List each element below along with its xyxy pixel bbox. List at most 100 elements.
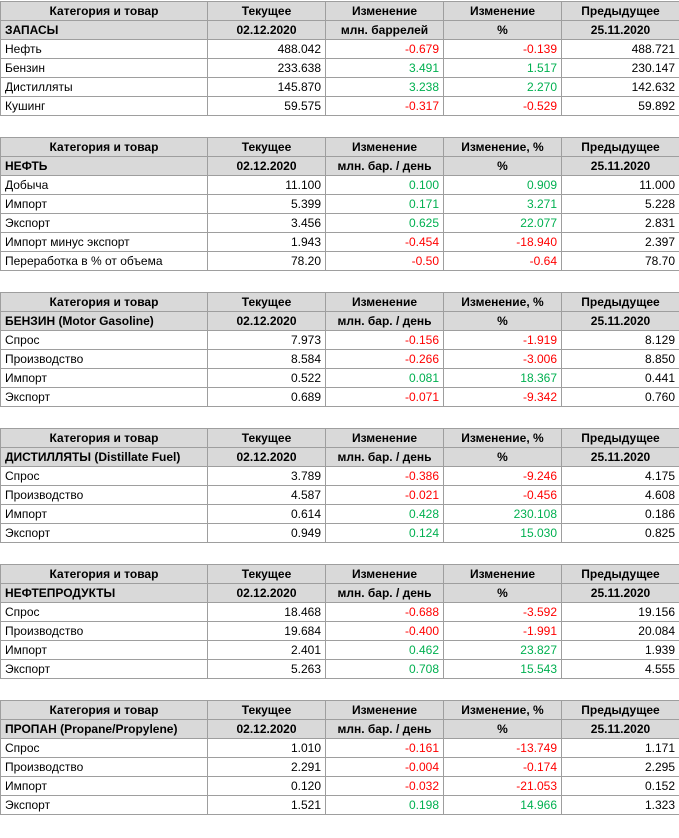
table-row: Экспорт 1.521 0.198 14.966 1.323 (0, 795, 679, 815)
column-header: Предыдущее (561, 428, 679, 448)
section-title: БЕНЗИН (Motor Gasoline) (0, 311, 208, 331)
table-row: Добыча 11.100 0.100 0.909 11.000 (0, 175, 679, 195)
table-row: Спрос 3.789 -0.386 -9.246 4.175 (0, 466, 679, 486)
row-label: Производство (0, 757, 208, 777)
column-header: Текущее (207, 700, 326, 720)
unit-label: % (443, 156, 562, 176)
previous-value: 4.175 (561, 466, 679, 486)
column-header: Изменение (325, 564, 444, 584)
row-label: Производство (0, 485, 208, 505)
change-pct-value: 1.517 (443, 58, 562, 78)
section-units-row: ЗАПАСЫ 02.12.2020 млн. баррелей% 25.11.2020 (0, 20, 679, 40)
column-header: Изменение (325, 428, 444, 448)
current-value: 78.20 (207, 251, 326, 271)
date-label: 25.11.2020 (561, 20, 679, 40)
date-label: 02.12.2020 (207, 20, 326, 40)
row-label: Импорт (0, 368, 208, 388)
unit-label: млн. баррелей (325, 20, 444, 40)
previous-value: 230.147 (561, 58, 679, 78)
change-pct-value: -18.940 (443, 232, 562, 252)
row-label: Экспорт (0, 387, 208, 407)
change-pct-value: -21.053 (443, 776, 562, 796)
change-pct-value: 15.030 (443, 523, 562, 543)
change-value: -0.386 (325, 466, 444, 486)
change-value: 3.491 (325, 58, 444, 78)
row-label: Нефть (0, 39, 208, 59)
change-value: -0.317 (325, 96, 444, 116)
change-pct-value: -1.991 (443, 621, 562, 641)
date-label: 02.12.2020 (207, 447, 326, 467)
current-value: 0.689 (207, 387, 326, 407)
unit-label: млн. бар. / день (325, 156, 444, 176)
column-header: Текущее (207, 564, 326, 584)
table-row: Импорт 0.120 -0.032 -21.053 0.152 (0, 776, 679, 796)
column-header: Предыдущее (561, 700, 679, 720)
change-pct-value: 230.108 (443, 504, 562, 524)
column-header-row: Категория и товар Текущее Изменение Изменен… (0, 700, 679, 720)
row-label: Кушинг (0, 96, 208, 116)
current-value: 0.120 (207, 776, 326, 796)
previous-value: 19.156 (561, 602, 679, 622)
section-units-row: БЕНЗИН (Motor Gasoline) 02.12.2020 млн. ба… (0, 311, 679, 331)
table-row: Производство 4.587 -0.021 -0.456 4.608 (0, 485, 679, 505)
change-pct-value: -9.246 (443, 466, 562, 486)
column-header: Предыдущее (561, 292, 679, 312)
row-label: Спрос (0, 738, 208, 758)
data-table-crude-oil: Категория и товар Текущее Изменение Изменен… (0, 137, 679, 271)
date-label: 02.12.2020 (207, 583, 326, 603)
change-pct-value: 22.077 (443, 213, 562, 233)
change-value: 0.081 (325, 368, 444, 388)
current-value: 11.100 (207, 175, 326, 195)
row-label: Добыча (0, 175, 208, 195)
column-header-row: Категория и товар Текущее Изменение Изменен… (0, 137, 679, 157)
column-header: Предыдущее (561, 564, 679, 584)
unit-label: млн. бар. / день (325, 719, 444, 739)
unit-label: млн. бар. / день (325, 583, 444, 603)
column-header: Изменение (325, 1, 444, 21)
column-header: Изменение, % (443, 428, 562, 448)
section-title: ЗАПАСЫ (0, 20, 208, 40)
previous-value: 0.825 (561, 523, 679, 543)
change-pct-value: 3.271 (443, 194, 562, 214)
column-header-row: Категория и товар Текущее Изменение Изменен… (0, 428, 679, 448)
table-row: Производство 8.584 -0.266 -3.006 8.850 (0, 349, 679, 369)
row-label: Дистилляты (0, 77, 208, 97)
date-label: 02.12.2020 (207, 311, 326, 331)
current-value: 145.870 (207, 77, 326, 97)
change-pct-value: 23.827 (443, 640, 562, 660)
current-value: 488.042 (207, 39, 326, 59)
data-table-inventories: Категория и товар Текущее Изменение Изменен… (0, 1, 679, 116)
change-value: -0.679 (325, 39, 444, 59)
previous-value: 1.171 (561, 738, 679, 758)
current-value: 3.456 (207, 213, 326, 233)
row-label: Спрос (0, 330, 208, 350)
column-header: Категория и товар (0, 428, 208, 448)
table-row: Экспорт 5.263 0.708 15.543 4.555 (0, 659, 679, 679)
section-title: НЕФТЕПРОДУКТЫ (0, 583, 208, 603)
column-header: Изменение, % (443, 137, 562, 157)
row-label: Экспорт (0, 659, 208, 679)
current-value: 8.584 (207, 349, 326, 369)
table-row: Импорт 0.614 0.428 230.108 0.186 (0, 504, 679, 524)
current-value: 19.684 (207, 621, 326, 641)
change-value: -0.400 (325, 621, 444, 641)
current-value: 233.638 (207, 58, 326, 78)
row-label: Производство (0, 349, 208, 369)
table-row: Производство 19.684 -0.400 -1.991 20.084 (0, 621, 679, 641)
column-header: Категория и товар (0, 700, 208, 720)
column-header: Категория и товар (0, 1, 208, 21)
unit-label: % (443, 719, 562, 739)
change-pct-value: 2.270 (443, 77, 562, 97)
column-header: Текущее (207, 292, 326, 312)
column-header: Изменение (325, 700, 444, 720)
change-value: -0.688 (325, 602, 444, 622)
table-row: Экспорт 0.949 0.124 15.030 0.825 (0, 523, 679, 543)
previous-value: 4.608 (561, 485, 679, 505)
date-label: 02.12.2020 (207, 156, 326, 176)
previous-value: 4.555 (561, 659, 679, 679)
current-value: 1.010 (207, 738, 326, 758)
change-value: -0.021 (325, 485, 444, 505)
table-row: Импорт 5.399 0.171 3.271 5.228 (0, 194, 679, 214)
row-label: Бензин (0, 58, 208, 78)
change-pct-value: -0.174 (443, 757, 562, 777)
